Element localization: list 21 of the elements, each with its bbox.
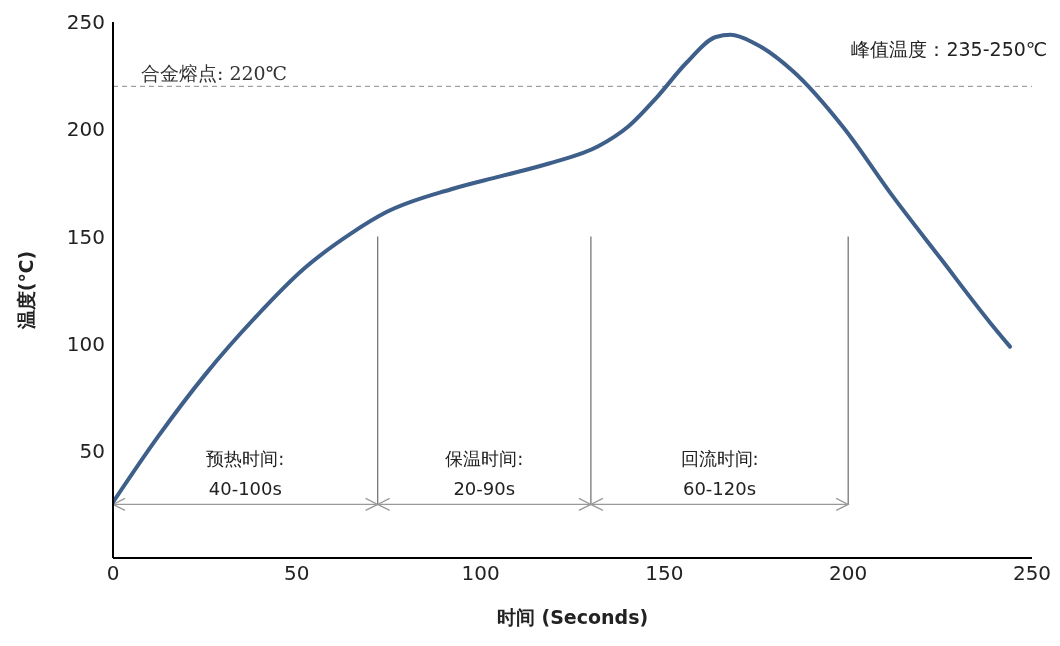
annotation: 保温时间: [445, 448, 524, 470]
annotation: 峰值温度：235-250℃ [851, 37, 1048, 60]
y-axis-title: 温度(℃) [14, 250, 37, 331]
x-tick-label: 200 [829, 561, 868, 586]
y-tick-label: 100 [66, 331, 105, 356]
x-tick-label: 150 [645, 561, 684, 586]
x-tick-label: 50 [284, 561, 310, 586]
x-tick-label: 250 [1012, 561, 1052, 586]
y-tick-label: 150 [66, 224, 105, 249]
x-axis-title: 时间 (Seconds) [496, 606, 649, 628]
ref-line-label: 合金熔点: 220℃ [141, 62, 287, 85]
annotation: 20-90s [453, 477, 516, 499]
y-tick-label: 200 [66, 117, 105, 142]
annotation: 预热时间: [206, 448, 285, 470]
y-tick-label: 250 [66, 10, 105, 35]
annotation: 60-120s [682, 477, 757, 499]
annotation: 回流时间: [680, 448, 759, 470]
x-tick-label: 0 [106, 561, 120, 586]
x-tick-label: 100 [461, 561, 500, 586]
annotation: 40-100s [208, 477, 282, 499]
y-tick-label: 50 [79, 438, 105, 463]
